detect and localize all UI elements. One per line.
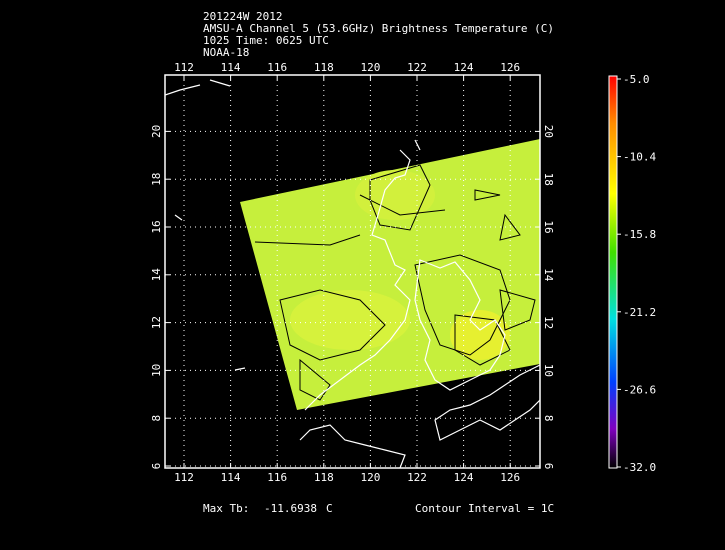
contour bbox=[299, 189, 501, 401]
lat-label: 16 bbox=[150, 220, 163, 233]
lon-label: 114 bbox=[221, 471, 241, 484]
max-label: Max Tb: bbox=[203, 502, 249, 515]
lon-label: 124 bbox=[454, 61, 474, 74]
max-value: -11.6938 bbox=[264, 502, 317, 515]
lon-label: 116 bbox=[267, 471, 287, 484]
title-line: AMSU-A Channel 5 (53.6GHz) Brightness Te… bbox=[203, 22, 554, 35]
warm-area bbox=[355, 170, 435, 220]
title-line: 1025 Time: 0625 UTC bbox=[203, 34, 329, 47]
warm-area bbox=[290, 290, 410, 350]
lon-label: 112 bbox=[174, 61, 194, 74]
max-unit: C bbox=[326, 502, 333, 515]
title-line: 201224W 2012 bbox=[203, 10, 282, 23]
lon-label: 126 bbox=[500, 61, 520, 74]
colorbar-labels: -5.0 -10.4 -15.8 -21.2 -26.6 -32.0 bbox=[617, 73, 656, 474]
lon-label: 122 bbox=[407, 471, 427, 484]
lon-label: 120 bbox=[360, 61, 380, 74]
lat-label: 12 bbox=[542, 316, 555, 329]
lat-label: 8 bbox=[150, 415, 163, 422]
title-line: NOAA-18 bbox=[203, 46, 249, 59]
lon-label: 116 bbox=[267, 61, 287, 74]
map-axes: 112 112 114 114 116 116 118 118 120 120 122 122 124 1… bbox=[150, 61, 555, 484]
coastline bbox=[414, 259, 506, 391]
lat-label: 18 bbox=[150, 173, 163, 186]
lat-label: 12 bbox=[150, 316, 163, 329]
contour bbox=[454, 314, 511, 366]
lat-label: 20 bbox=[542, 125, 555, 138]
lat-label: 8 bbox=[542, 415, 555, 422]
lat-label: 10 bbox=[150, 364, 163, 377]
lon-label: 120 bbox=[360, 471, 380, 484]
lat-label: 10 bbox=[542, 364, 555, 377]
lon-label: 112 bbox=[174, 471, 194, 484]
colorbar-label: -15.8 bbox=[623, 228, 656, 241]
contour-interval: Contour Interval = 1C bbox=[415, 502, 554, 515]
lon-label: 124 bbox=[454, 471, 474, 484]
lon-label: 114 bbox=[221, 61, 241, 74]
lon-label: 118 bbox=[314, 61, 334, 74]
lat-label: 14 bbox=[542, 268, 555, 282]
lat-label: 6 bbox=[150, 463, 163, 470]
lat-label: 18 bbox=[542, 173, 555, 186]
colorbar bbox=[608, 75, 618, 469]
coastline bbox=[174, 139, 421, 468]
lat-label: 14 bbox=[150, 268, 163, 282]
map-frame bbox=[164, 74, 541, 469]
map-image bbox=[165, 79, 540, 468]
lon-label: 126 bbox=[500, 471, 520, 484]
coastline bbox=[165, 79, 411, 411]
colorbar-label: -21.2 bbox=[623, 306, 656, 319]
coastline bbox=[434, 364, 540, 441]
colorbar-label: -5.0 bbox=[623, 73, 650, 86]
colorbar-label: -10.4 bbox=[623, 151, 656, 164]
contour bbox=[499, 213, 536, 331]
lon-label: 122 bbox=[407, 61, 427, 74]
lat-label: 20 bbox=[150, 125, 163, 138]
contour bbox=[254, 194, 446, 246]
contour bbox=[279, 289, 386, 361]
colorbar-label: -26.6 bbox=[623, 383, 656, 396]
colorbar-label: -32.0 bbox=[623, 461, 656, 474]
lat-label: 16 bbox=[542, 220, 555, 233]
lon-label: 118 bbox=[314, 471, 334, 484]
contour bbox=[414, 254, 511, 356]
lat-label: 6 bbox=[542, 463, 555, 470]
